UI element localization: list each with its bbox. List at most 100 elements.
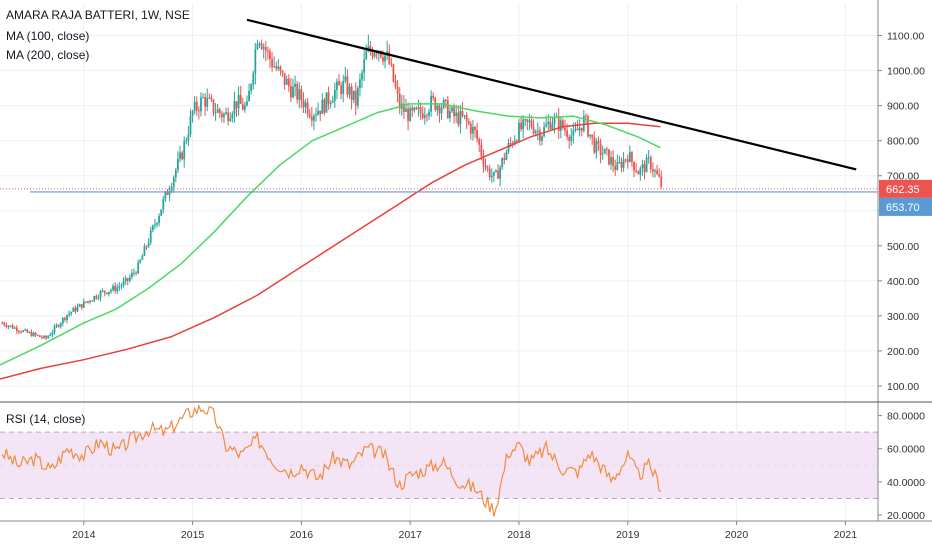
candle-body [654, 170, 656, 172]
candle-body [273, 66, 276, 68]
candle-body [47, 336, 50, 339]
price-tick-label: 400.00 [887, 276, 919, 288]
candle-body [593, 137, 596, 153]
candle-body [248, 90, 250, 102]
candle-body [472, 127, 474, 134]
candle-body [101, 290, 104, 292]
candle-body [149, 230, 152, 243]
candle-body [551, 124, 554, 130]
candle-body [463, 115, 466, 117]
candle-body [300, 89, 303, 101]
candle-body [628, 152, 631, 162]
candle-body [329, 102, 332, 104]
candle-body [3, 322, 6, 326]
candle-body [128, 277, 131, 281]
candle-body [185, 140, 188, 142]
candle-body [564, 127, 566, 131]
candle-body [359, 79, 361, 88]
candle-body [223, 114, 225, 118]
candle-body [32, 332, 35, 337]
candle-body [649, 157, 652, 170]
candle-body [346, 76, 349, 95]
candle-body [643, 164, 646, 173]
price-tick-label: 900.00 [887, 101, 919, 113]
candle-body [331, 100, 334, 103]
candle-body [82, 301, 85, 308]
candle-body [626, 159, 629, 162]
candle-body [417, 107, 420, 109]
candle-body [574, 128, 577, 131]
time-tick-label: 2015 [181, 529, 205, 541]
candle-body [298, 89, 301, 100]
candle-body [608, 149, 610, 165]
candle-body [160, 209, 163, 216]
candle-body [296, 83, 299, 100]
candle-body [474, 127, 476, 131]
candles [1, 34, 663, 341]
candle-body [526, 119, 529, 122]
candle-body [78, 304, 81, 307]
candle-body [562, 120, 564, 128]
candle-body [216, 109, 219, 113]
grid [0, 4, 878, 520]
candle-body [530, 120, 533, 128]
candle-body [325, 92, 328, 113]
candle-body [513, 140, 516, 145]
candle-body [327, 92, 330, 104]
candle-body [239, 94, 242, 104]
candle-body [51, 332, 54, 335]
candle-body [166, 191, 169, 195]
drawings[interactable] [0, 18, 878, 193]
candle-body [497, 170, 499, 179]
candle-body [333, 89, 336, 101]
candle-body [348, 86, 351, 95]
candle-body [9, 325, 12, 327]
candle-body [177, 158, 179, 170]
candle-body [193, 101, 196, 112]
candle-body [281, 70, 284, 73]
candle-body [622, 159, 625, 168]
candle-body [492, 171, 495, 176]
candle-body [426, 115, 428, 117]
candle-body [553, 117, 556, 125]
candle-body [15, 327, 18, 332]
candle-body [597, 141, 600, 144]
candle-body [363, 59, 366, 73]
candle-body [250, 84, 253, 91]
trendline [246, 18, 857, 171]
candle-body [631, 152, 633, 162]
candle-body [61, 317, 64, 324]
candle-body [557, 116, 560, 131]
candle-body [218, 109, 221, 114]
candle-body [179, 152, 181, 159]
candle-body [147, 242, 150, 247]
candle-body [254, 49, 257, 74]
candle-body [252, 73, 255, 85]
candle-body [74, 307, 77, 312]
rsi-band-fill [0, 432, 878, 499]
candle-body [354, 90, 357, 106]
candle-body [243, 105, 246, 110]
candle-body [444, 99, 447, 101]
candle-body [528, 120, 531, 122]
rsi-tick-label: 20.0000 [887, 510, 925, 522]
price-tick-label: 800.00 [887, 136, 919, 148]
candle-body [465, 115, 468, 122]
candle-body [532, 127, 535, 134]
candle-body [578, 127, 581, 131]
candle-body [520, 122, 522, 130]
candle-body [141, 255, 144, 260]
candle-body [269, 51, 271, 60]
candle-body [135, 272, 137, 274]
candle-body [518, 122, 520, 142]
candle-body [183, 141, 186, 160]
candle-body [576, 128, 579, 131]
candle-body [235, 101, 238, 109]
candle-body [80, 304, 83, 308]
candle-body [647, 157, 650, 159]
candle-body [365, 51, 368, 60]
candle-body [371, 51, 374, 57]
candle-body [313, 115, 315, 121]
